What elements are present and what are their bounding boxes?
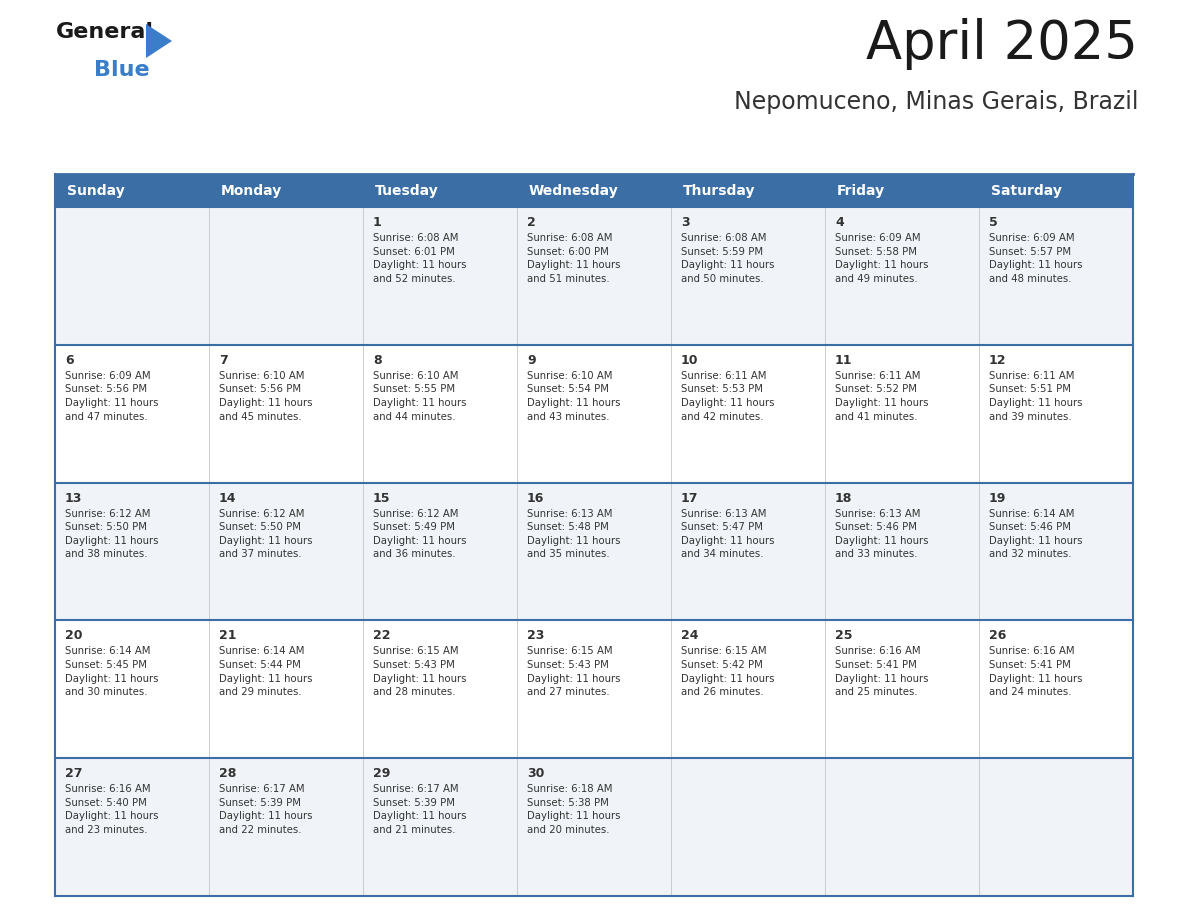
Text: Sunrise: 6:14 AM
Sunset: 5:45 PM
Daylight: 11 hours
and 30 minutes.: Sunrise: 6:14 AM Sunset: 5:45 PM Dayligh…: [65, 646, 158, 697]
Text: Sunrise: 6:10 AM
Sunset: 5:54 PM
Daylight: 11 hours
and 43 minutes.: Sunrise: 6:10 AM Sunset: 5:54 PM Dayligh…: [527, 371, 620, 421]
Text: 12: 12: [988, 353, 1006, 367]
Text: Sunrise: 6:09 AM
Sunset: 5:57 PM
Daylight: 11 hours
and 48 minutes.: Sunrise: 6:09 AM Sunset: 5:57 PM Dayligh…: [988, 233, 1082, 284]
Bar: [55, 207, 1133, 345]
Text: 6: 6: [65, 353, 74, 367]
Text: 5: 5: [988, 216, 998, 229]
Text: Sunrise: 6:16 AM
Sunset: 5:41 PM
Daylight: 11 hours
and 24 minutes.: Sunrise: 6:16 AM Sunset: 5:41 PM Dayligh…: [988, 646, 1082, 697]
Text: 15: 15: [373, 492, 391, 505]
Text: Sunrise: 6:11 AM
Sunset: 5:52 PM
Daylight: 11 hours
and 41 minutes.: Sunrise: 6:11 AM Sunset: 5:52 PM Dayligh…: [835, 371, 929, 421]
Text: 21: 21: [219, 630, 236, 643]
Text: Sunrise: 6:09 AM
Sunset: 5:56 PM
Daylight: 11 hours
and 47 minutes.: Sunrise: 6:09 AM Sunset: 5:56 PM Dayligh…: [65, 371, 158, 421]
Text: 18: 18: [835, 492, 852, 505]
Text: Sunrise: 6:15 AM
Sunset: 5:43 PM
Daylight: 11 hours
and 27 minutes.: Sunrise: 6:15 AM Sunset: 5:43 PM Dayligh…: [527, 646, 620, 697]
Text: 4: 4: [835, 216, 843, 229]
Text: Sunrise: 6:17 AM
Sunset: 5:39 PM
Daylight: 11 hours
and 22 minutes.: Sunrise: 6:17 AM Sunset: 5:39 PM Dayligh…: [219, 784, 312, 835]
Text: 7: 7: [219, 353, 228, 367]
Text: Sunrise: 6:15 AM
Sunset: 5:43 PM
Daylight: 11 hours
and 28 minutes.: Sunrise: 6:15 AM Sunset: 5:43 PM Dayligh…: [373, 646, 467, 697]
Bar: [55, 345, 1133, 483]
Text: 19: 19: [988, 492, 1006, 505]
Text: Sunrise: 6:10 AM
Sunset: 5:55 PM
Daylight: 11 hours
and 44 minutes.: Sunrise: 6:10 AM Sunset: 5:55 PM Dayligh…: [373, 371, 467, 421]
Text: Blue: Blue: [94, 60, 150, 80]
Text: Friday: Friday: [838, 184, 885, 197]
Text: Sunrise: 6:15 AM
Sunset: 5:42 PM
Daylight: 11 hours
and 26 minutes.: Sunrise: 6:15 AM Sunset: 5:42 PM Dayligh…: [681, 646, 775, 697]
Text: 20: 20: [65, 630, 82, 643]
Text: 25: 25: [835, 630, 853, 643]
Polygon shape: [146, 24, 172, 58]
Text: Sunrise: 6:14 AM
Sunset: 5:44 PM
Daylight: 11 hours
and 29 minutes.: Sunrise: 6:14 AM Sunset: 5:44 PM Dayligh…: [219, 646, 312, 697]
Text: Wednesday: Wednesday: [529, 184, 619, 197]
Text: Sunrise: 6:17 AM
Sunset: 5:39 PM
Daylight: 11 hours
and 21 minutes.: Sunrise: 6:17 AM Sunset: 5:39 PM Dayligh…: [373, 784, 467, 835]
Bar: [55, 758, 1133, 896]
Text: 22: 22: [373, 630, 391, 643]
Text: 17: 17: [681, 492, 699, 505]
Text: Sunrise: 6:16 AM
Sunset: 5:41 PM
Daylight: 11 hours
and 25 minutes.: Sunrise: 6:16 AM Sunset: 5:41 PM Dayligh…: [835, 646, 929, 697]
Text: 24: 24: [681, 630, 699, 643]
Text: Monday: Monday: [221, 184, 283, 197]
Text: 3: 3: [681, 216, 689, 229]
Text: 28: 28: [219, 767, 236, 780]
Bar: [517, 174, 671, 207]
Text: General: General: [56, 22, 154, 42]
Text: Sunrise: 6:08 AM
Sunset: 6:00 PM
Daylight: 11 hours
and 51 minutes.: Sunrise: 6:08 AM Sunset: 6:00 PM Dayligh…: [527, 233, 620, 284]
Text: 10: 10: [681, 353, 699, 367]
Text: Sunrise: 6:12 AM
Sunset: 5:50 PM
Daylight: 11 hours
and 37 minutes.: Sunrise: 6:12 AM Sunset: 5:50 PM Dayligh…: [219, 509, 312, 559]
Text: 8: 8: [373, 353, 381, 367]
Text: Tuesday: Tuesday: [375, 184, 438, 197]
Bar: [55, 483, 1133, 621]
Text: Saturday: Saturday: [991, 184, 1062, 197]
Text: Sunrise: 6:09 AM
Sunset: 5:58 PM
Daylight: 11 hours
and 49 minutes.: Sunrise: 6:09 AM Sunset: 5:58 PM Dayligh…: [835, 233, 929, 284]
Text: Sunrise: 6:12 AM
Sunset: 5:49 PM
Daylight: 11 hours
and 36 minutes.: Sunrise: 6:12 AM Sunset: 5:49 PM Dayligh…: [373, 509, 467, 559]
Text: 30: 30: [527, 767, 544, 780]
Text: Sunrise: 6:11 AM
Sunset: 5:51 PM
Daylight: 11 hours
and 39 minutes.: Sunrise: 6:11 AM Sunset: 5:51 PM Dayligh…: [988, 371, 1082, 421]
Text: 23: 23: [527, 630, 544, 643]
Text: 16: 16: [527, 492, 544, 505]
Text: April 2025: April 2025: [866, 18, 1138, 70]
Text: 13: 13: [65, 492, 82, 505]
Text: Sunrise: 6:08 AM
Sunset: 6:01 PM
Daylight: 11 hours
and 52 minutes.: Sunrise: 6:08 AM Sunset: 6:01 PM Dayligh…: [373, 233, 467, 284]
Text: Sunrise: 6:13 AM
Sunset: 5:47 PM
Daylight: 11 hours
and 34 minutes.: Sunrise: 6:13 AM Sunset: 5:47 PM Dayligh…: [681, 509, 775, 559]
Bar: [824, 174, 979, 207]
Bar: [364, 174, 517, 207]
Text: 1: 1: [373, 216, 381, 229]
Text: Sunrise: 6:13 AM
Sunset: 5:48 PM
Daylight: 11 hours
and 35 minutes.: Sunrise: 6:13 AM Sunset: 5:48 PM Dayligh…: [527, 509, 620, 559]
Text: Sunrise: 6:13 AM
Sunset: 5:46 PM
Daylight: 11 hours
and 33 minutes.: Sunrise: 6:13 AM Sunset: 5:46 PM Dayligh…: [835, 509, 929, 559]
Text: 14: 14: [219, 492, 236, 505]
Bar: [55, 621, 1133, 758]
Bar: [55, 174, 209, 207]
Text: 26: 26: [988, 630, 1006, 643]
Text: Sunrise: 6:14 AM
Sunset: 5:46 PM
Daylight: 11 hours
and 32 minutes.: Sunrise: 6:14 AM Sunset: 5:46 PM Dayligh…: [988, 509, 1082, 559]
Text: Sunrise: 6:16 AM
Sunset: 5:40 PM
Daylight: 11 hours
and 23 minutes.: Sunrise: 6:16 AM Sunset: 5:40 PM Dayligh…: [65, 784, 158, 835]
Text: Sunrise: 6:08 AM
Sunset: 5:59 PM
Daylight: 11 hours
and 50 minutes.: Sunrise: 6:08 AM Sunset: 5:59 PM Dayligh…: [681, 233, 775, 284]
Text: Nepomuceno, Minas Gerais, Brazil: Nepomuceno, Minas Gerais, Brazil: [733, 90, 1138, 114]
Text: Sunrise: 6:10 AM
Sunset: 5:56 PM
Daylight: 11 hours
and 45 minutes.: Sunrise: 6:10 AM Sunset: 5:56 PM Dayligh…: [219, 371, 312, 421]
Text: 2: 2: [527, 216, 536, 229]
Text: Sunrise: 6:12 AM
Sunset: 5:50 PM
Daylight: 11 hours
and 38 minutes.: Sunrise: 6:12 AM Sunset: 5:50 PM Dayligh…: [65, 509, 158, 559]
Text: Sunrise: 6:11 AM
Sunset: 5:53 PM
Daylight: 11 hours
and 42 minutes.: Sunrise: 6:11 AM Sunset: 5:53 PM Dayligh…: [681, 371, 775, 421]
Text: 9: 9: [527, 353, 536, 367]
Text: Sunday: Sunday: [67, 184, 125, 197]
Text: 29: 29: [373, 767, 391, 780]
Text: Thursday: Thursday: [683, 184, 756, 197]
Bar: [671, 174, 824, 207]
Text: 27: 27: [65, 767, 82, 780]
Text: Sunrise: 6:18 AM
Sunset: 5:38 PM
Daylight: 11 hours
and 20 minutes.: Sunrise: 6:18 AM Sunset: 5:38 PM Dayligh…: [527, 784, 620, 835]
Text: 11: 11: [835, 353, 853, 367]
Bar: [209, 174, 364, 207]
Bar: [979, 174, 1133, 207]
